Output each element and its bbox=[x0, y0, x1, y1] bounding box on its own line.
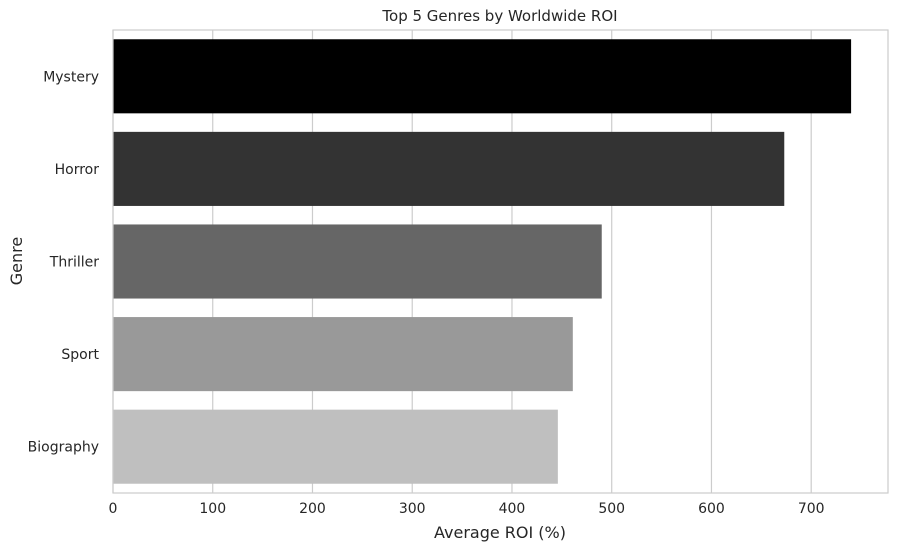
x-tick-label: 100 bbox=[199, 501, 226, 517]
chart-title: Top 5 Genres by Worldwide ROI bbox=[381, 7, 617, 25]
x-tick-label: 500 bbox=[598, 501, 625, 517]
x-axis-label: Average ROI (%) bbox=[434, 523, 566, 542]
x-tick-label: 200 bbox=[299, 501, 326, 517]
y-tick-label-sport: Sport bbox=[61, 347, 99, 363]
x-tick-label: 700 bbox=[798, 501, 825, 517]
bar-horror bbox=[113, 131, 785, 206]
y-tick-label-horror: Horror bbox=[55, 162, 100, 178]
bar-sport bbox=[113, 317, 573, 392]
bar-biography bbox=[113, 409, 558, 484]
x-tick-label: 600 bbox=[698, 501, 725, 517]
bar-mystery bbox=[113, 39, 852, 114]
x-tick-label: 400 bbox=[499, 501, 526, 517]
x-tick-labels: 0 100 200 300 400 500 600 700 bbox=[109, 501, 825, 517]
x-tick-label: 0 bbox=[109, 501, 118, 517]
y-tick-labels: Mystery Horror Thriller Sport Biography bbox=[28, 69, 100, 455]
y-tick-label-thriller: Thriller bbox=[49, 255, 99, 271]
y-axis-label: Genre bbox=[7, 237, 26, 285]
plot-frame bbox=[112, 29, 889, 494]
bars bbox=[113, 39, 852, 484]
y-tick-label-biography: Biography bbox=[28, 440, 99, 456]
x-tick-label: 300 bbox=[399, 501, 426, 517]
y-tick-label-mystery: Mystery bbox=[43, 69, 99, 85]
bar-thriller bbox=[113, 224, 602, 299]
